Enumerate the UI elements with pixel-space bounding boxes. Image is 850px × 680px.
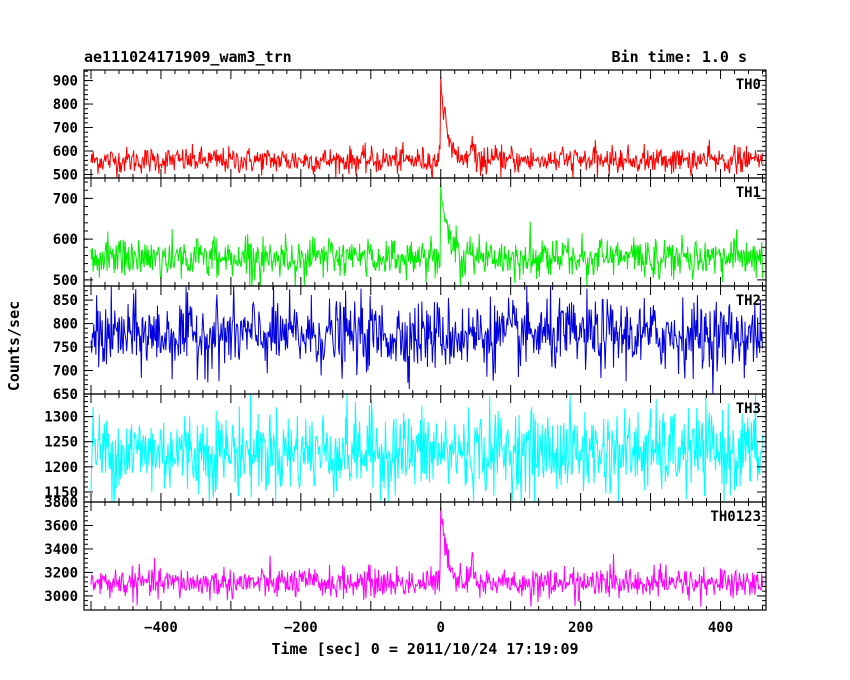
series-line-th0123 <box>90 506 763 607</box>
series-line-th2 <box>90 285 763 395</box>
x-tick-label: −200 <box>284 620 318 636</box>
panel-label: TH0 <box>736 77 761 93</box>
y-tick-label: 750 <box>53 340 78 356</box>
x-tick-label: 200 <box>568 620 593 636</box>
panel-label: TH2 <box>736 293 761 309</box>
panel-label: TH3 <box>736 401 761 417</box>
y-tick-label: 3400 <box>44 542 78 558</box>
series-line-th0 <box>90 76 763 179</box>
y-tick-label: 1150 <box>44 485 78 501</box>
chart-title-left: ae111024171909_wam3_trn <box>84 48 292 66</box>
y-tick-label: 850 <box>53 293 78 309</box>
y-tick-label: 3800 <box>44 495 78 511</box>
panel-label: TH1 <box>736 185 761 201</box>
y-tick-label: 600 <box>53 232 78 248</box>
panel-th1: 500 600 700 TH1 <box>53 177 767 289</box>
series-line-th1 <box>90 184 763 287</box>
y-axis-label: Counts/sec <box>5 301 23 391</box>
series-line-th3 <box>90 393 763 503</box>
x-tick-label: −400 <box>144 620 178 636</box>
panel-th0: 500 600 700 800 900 TH0 <box>53 69 767 183</box>
panel-th2: 650 700 750 800 850 TH2 <box>53 285 767 403</box>
x-axis: −400 −200 0 200 400 <box>144 620 733 636</box>
y-tick-label: 3000 <box>44 589 78 605</box>
x-tick-label: 0 <box>437 620 445 636</box>
chart-title-right: Bin time: 1.0 s <box>612 48 747 66</box>
y-tick-label: 800 <box>53 97 78 113</box>
x-tick-label: 400 <box>708 620 733 636</box>
y-tick-label: 900 <box>53 74 78 90</box>
panel-frame <box>83 501 767 611</box>
panel-th0123: 3000 3200 3400 3600 3800 TH0123 <box>44 495 767 611</box>
y-tick-label: 600 <box>53 144 78 160</box>
panel-th3: 1150 1200 1250 1300 TH3 <box>44 393 767 503</box>
y-tick-label: 1250 <box>44 435 78 451</box>
panel-label: TH0123 <box>710 509 761 525</box>
y-tick-label: 3200 <box>44 565 78 581</box>
y-tick-label: 500 <box>53 167 78 183</box>
y-tick-label: 650 <box>53 387 78 403</box>
y-tick-label: 700 <box>53 364 78 380</box>
y-tick-label: 1200 <box>44 460 78 476</box>
panels-group: 500 600 700 800 900 TH0 500 600 700 TH1 650 700 750 8… <box>44 69 767 611</box>
y-tick-label: 700 <box>53 121 78 137</box>
y-tick-label: 1300 <box>44 410 78 426</box>
y-tick-label: 700 <box>53 191 78 207</box>
x-axis-label: Time [sec] 0 = 2011/10/24 17:19:09 <box>271 640 578 658</box>
y-tick-label: 3600 <box>44 518 78 534</box>
y-tick-label: 800 <box>53 317 78 333</box>
y-tick-label: 500 <box>53 273 78 289</box>
panel-frame <box>83 177 767 287</box>
